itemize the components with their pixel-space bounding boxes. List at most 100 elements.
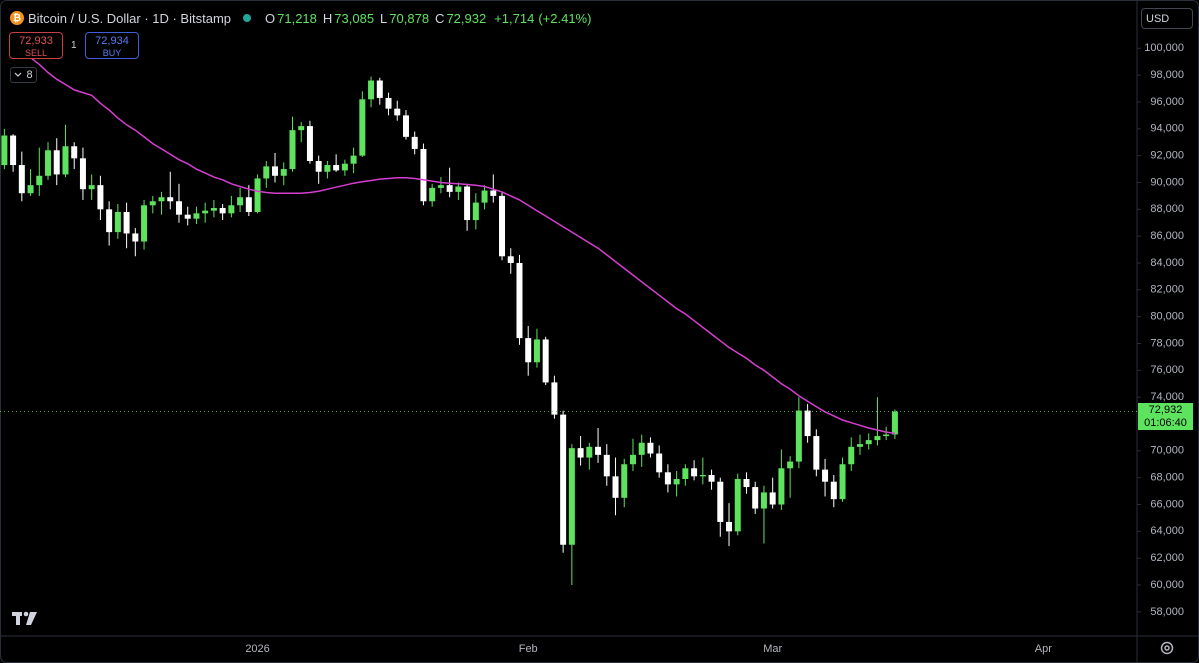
y-tick-label: 68,000 [1150,472,1184,484]
candle-body [333,165,340,171]
candle-body [1,135,8,166]
sell-price: 72,933 [19,35,53,47]
candle-body [490,190,497,196]
candle-body [804,410,811,437]
candle-body [760,492,767,509]
ohlc-values: O 71,218 H 73,085 L 70,878 C 72,932 [261,11,486,26]
y-tick-label: 100,000 [1144,42,1184,54]
candle-body [874,436,881,441]
candles [1,76,898,586]
candle-body [481,190,488,203]
currency-selector[interactable]: USD [1141,8,1193,29]
y-tick-label: 64,000 [1150,525,1184,537]
candle-body [455,186,462,192]
y-tick-label: 94,000 [1150,123,1184,135]
candle-body [656,453,663,473]
candle-body [158,197,165,202]
candle-body [752,487,759,509]
symbol-header: ₿ Bitcoin / U.S. Dollar · 1D · Bitstamp … [10,9,591,27]
sell-button[interactable]: 72,933 SELL [9,32,63,59]
candle-body [184,214,191,219]
candle-body [787,461,794,469]
ohlc-value: 71,218 [277,10,317,26]
buy-button[interactable]: 72,934 BUY [85,32,139,59]
candle-body [45,150,52,176]
y-tick-label: 78,000 [1150,337,1184,349]
candle-body [830,481,837,500]
candle-body [464,186,471,221]
candle-body [778,468,785,505]
candle-body [175,201,182,215]
candle-body [612,476,619,498]
candle-body [385,97,392,109]
candle-body [743,479,750,488]
candle-body [717,481,724,522]
candle-body [263,166,270,179]
candle-body [883,434,890,437]
candle-body [411,136,418,149]
y-tick-label: 92,000 [1150,150,1184,162]
candle-body [289,130,296,170]
candle-body [280,169,287,176]
change-percent: (+2.41%) [538,10,592,26]
candle-body [97,185,104,210]
candle-body [228,205,235,214]
candle-body [429,187,436,202]
candle-body [71,146,78,159]
y-tick-label: 90,000 [1150,176,1184,188]
y-tick-label: 76,000 [1150,364,1184,376]
candle-body [839,464,846,500]
candle-body [822,469,829,482]
candle-body [149,201,156,206]
y-tick-label: 88,000 [1150,203,1184,215]
indicators-toggle[interactable]: 8 [10,67,37,83]
candle-body [446,185,453,192]
candle-body [542,339,549,383]
ohlc-value: 73,085 [334,10,375,26]
candle-body [856,444,863,447]
market-status [243,14,251,22]
candle-body [577,448,584,458]
candle-body [603,454,610,477]
sell-label: SELL [24,48,48,58]
candle-body [141,205,148,242]
candle-body [219,207,226,214]
candle-body [237,197,244,206]
candle-body [813,436,820,470]
candle-body [62,146,69,175]
coin-icon: ₿ [10,11,24,25]
candle-body [27,185,34,194]
settings-icon[interactable] [1160,641,1174,655]
candle-body [516,262,523,339]
candle-body [202,210,209,214]
candle-body [507,256,514,263]
y-tick-label: 66,000 [1150,498,1184,510]
x-tick-label: Apr [1035,643,1052,655]
ohlc-key: L [380,10,388,26]
change: +1,714 [494,10,535,26]
candle-body [437,185,444,188]
candle-body [376,80,383,98]
moving-average [30,57,896,435]
buy-label: BUY [102,48,122,58]
ohlc-value: 72,932 [446,10,487,26]
x-tick-label: Feb [519,643,538,655]
candle-body [402,115,409,137]
ohlc-key: O [265,10,276,26]
candle-body [795,410,802,462]
candle-body [472,202,479,221]
candle-body [324,165,331,172]
x-tick-label: 2026 [245,643,269,655]
candle-body [533,339,540,363]
y-tick-label: 74,000 [1150,391,1184,403]
candle-body [551,382,558,415]
symbol-name[interactable]: Bitcoin / U.S. Dollar · 1D · Bitstamp [28,10,231,26]
tradingview-logo [12,611,37,625]
candle-body [621,464,628,498]
candle-body [629,454,636,465]
candle-body [865,440,872,445]
candle-body [664,472,671,485]
y-tick-label: 96,000 [1150,96,1184,108]
